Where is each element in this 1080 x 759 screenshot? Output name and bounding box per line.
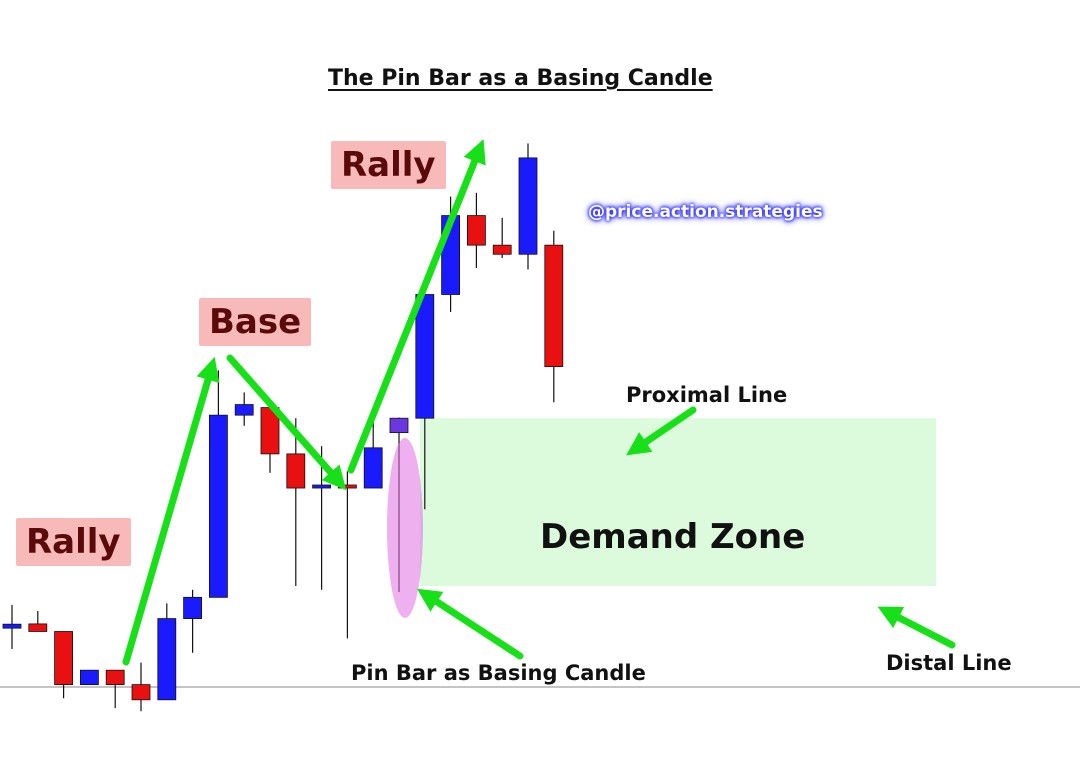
candle-body-0 — [2, 623, 22, 629]
distal-line-label: Distal Line — [886, 651, 1012, 675]
candle-body-3 — [80, 669, 99, 686]
chart-title: The Pin Bar as a Basing Candle — [328, 66, 713, 91]
candle-body-6 — [157, 618, 177, 701]
label-rally-bottom: Rally — [16, 518, 131, 566]
candle-body-19 — [492, 244, 512, 255]
candle-body-16 — [415, 294, 435, 419]
watermark-handle: @price.action.strategies — [588, 202, 823, 222]
candle-body-2 — [54, 631, 73, 686]
candle-body-14 — [363, 447, 383, 489]
candle-body-9 — [234, 404, 254, 416]
candle-body-5 — [131, 684, 151, 701]
arrow-base — [226, 354, 347, 491]
candle-body-21 — [544, 244, 564, 367]
label-rally-top: Rally — [331, 141, 446, 189]
candle-body-8 — [208, 414, 228, 598]
arrow-rally-1 — [122, 356, 220, 666]
arrow-proximal — [626, 406, 697, 456]
pin-bar-candle — [389, 417, 409, 434]
arrow-rally-2 — [347, 139, 486, 474]
candle-body-18 — [466, 215, 486, 246]
candle-body-1 — [28, 623, 48, 632]
pin-bar-highlight — [387, 438, 423, 618]
arrow-distal — [877, 606, 956, 649]
label-base: Base — [199, 298, 312, 346]
proximal-line-label: Proximal Line — [626, 383, 788, 407]
candle-body-4 — [105, 669, 125, 686]
candle-body-20 — [518, 157, 538, 255]
demand-zone — [420, 418, 936, 586]
candle-body-7 — [183, 596, 203, 619]
candle-body-11 — [286, 453, 306, 489]
demand-zone-label: Demand Zone — [540, 517, 806, 557]
pin-bar-label: Pin Bar as Basing Candle — [351, 661, 646, 685]
arrow-pin-bar — [417, 588, 524, 660]
candle-body-12 — [312, 484, 332, 489]
